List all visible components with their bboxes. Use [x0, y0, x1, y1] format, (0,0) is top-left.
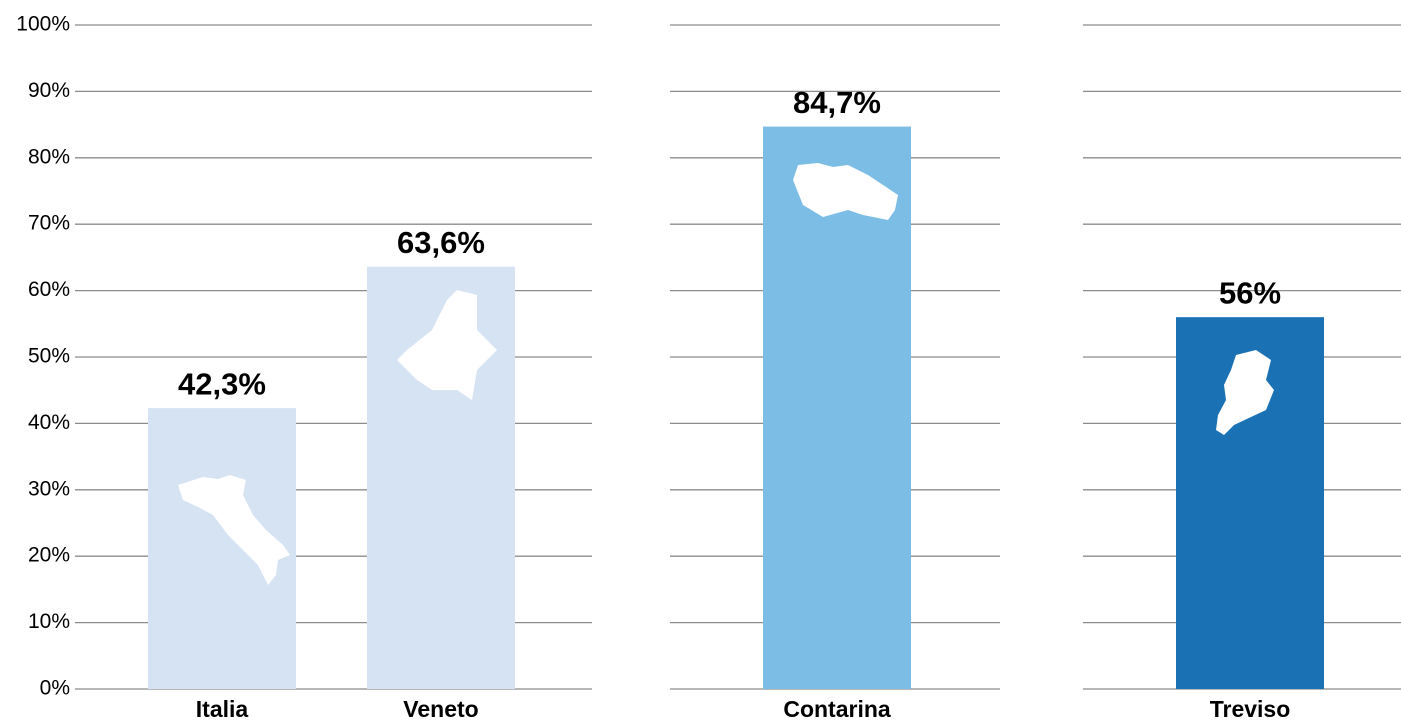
region-map — [793, 163, 898, 220]
y-tick-label: 80% — [28, 145, 70, 168]
map-shape — [178, 475, 290, 585]
y-tick-label: 0% — [40, 677, 70, 700]
y-tick-label: 100% — [16, 13, 70, 36]
region-map — [178, 475, 290, 585]
bar — [763, 126, 911, 690]
x-tick-label: Treviso — [1210, 696, 1291, 722]
region-map — [397, 290, 497, 400]
x-tick-label: Italia — [196, 696, 249, 722]
value-label: 63,6% — [397, 225, 485, 260]
y-tick-label: 90% — [28, 79, 70, 102]
region-map — [1216, 350, 1274, 435]
y-tick-label: 40% — [28, 411, 70, 434]
map-shape — [397, 290, 497, 400]
y-tick-label: 60% — [28, 278, 70, 301]
y-tick-label: 30% — [28, 477, 70, 500]
y-tick-label: 20% — [28, 544, 70, 567]
map-shape — [793, 163, 898, 220]
value-label: 84,7% — [793, 85, 881, 120]
x-tick-label: Veneto — [403, 696, 478, 722]
y-tick-label: 10% — [28, 610, 70, 633]
value-label: 42,3% — [178, 366, 266, 401]
x-tick-label: Contarina — [783, 696, 891, 722]
y-tick-label: 70% — [28, 212, 70, 235]
y-tick-label: 50% — [28, 345, 70, 368]
value-label: 56% — [1219, 275, 1281, 310]
map-shape — [1216, 350, 1274, 435]
